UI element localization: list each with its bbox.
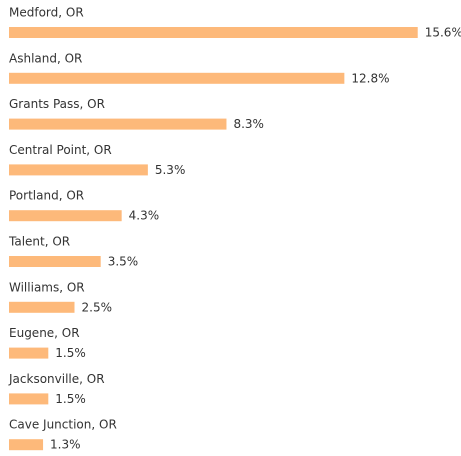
category-label: Portland, OR [9, 189, 84, 203]
value-label: 1.3% [50, 438, 80, 452]
bar [9, 347, 49, 359]
bar [9, 301, 75, 313]
category-label: Ashland, OR [9, 51, 82, 65]
value-label: 3.5% [108, 255, 139, 269]
value-label: 5.3% [155, 163, 186, 177]
category-label: Talent, OR [8, 235, 70, 249]
category-label: Jacksonville, OR [8, 372, 105, 386]
value-label: 1.5% [55, 392, 86, 406]
value-label: 1.5% [55, 346, 86, 360]
category-label: Williams, OR [9, 280, 85, 294]
value-label: 4.3% [129, 209, 160, 223]
bar [9, 393, 49, 405]
category-label: Medford, OR [9, 6, 84, 20]
category-label: Grants Pass, OR [9, 97, 105, 111]
bar [9, 72, 345, 84]
value-label: 8.3% [233, 117, 264, 131]
value-label: 15.6% [425, 26, 461, 40]
value-label: 12.8% [351, 71, 389, 85]
category-label: Cave Junction, OR [9, 418, 117, 432]
bar [9, 256, 101, 267]
bar [9, 164, 148, 176]
category-label: Central Point, OR [9, 143, 112, 157]
bar [9, 118, 227, 130]
bar [9, 439, 44, 451]
bar [9, 27, 418, 38]
value-label: 2.5% [82, 300, 113, 314]
category-label: Eugene, OR [9, 326, 80, 340]
bar [9, 210, 122, 222]
